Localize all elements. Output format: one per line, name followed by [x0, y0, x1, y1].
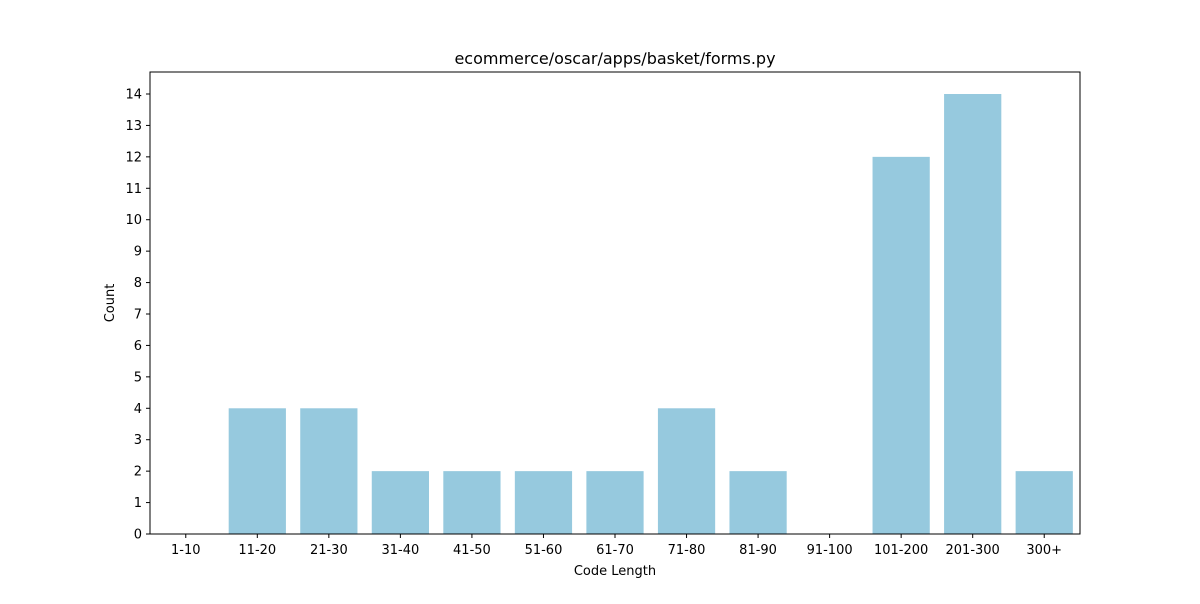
bar-61-70 [586, 471, 644, 534]
bar-51-60 [514, 471, 573, 534]
y-tick-label: 8 [134, 276, 142, 291]
x-tick-label: 201-300 [946, 543, 1000, 558]
y-tick-label: 4 [134, 402, 142, 417]
x-tick-label: 91-100 [807, 543, 853, 558]
y-tick-label: 7 [134, 308, 142, 323]
y-tick-label: 9 [134, 245, 142, 260]
x-tick-label: 21-30 [310, 543, 348, 558]
bar-41-50 [443, 471, 501, 534]
bar-201-300 [944, 94, 1002, 534]
x-tick-label: 81-90 [739, 543, 777, 558]
x-tick-label: 101-200 [874, 543, 928, 558]
y-tick-label: 14 [125, 88, 142, 103]
bar-11-20 [228, 408, 286, 534]
x-tick-label: 31-40 [381, 543, 419, 558]
x-axis-label: Code Length [574, 564, 656, 579]
x-tick-label: 300+ [1026, 543, 1062, 558]
y-tick-label: 1 [134, 496, 142, 511]
y-tick-label: 6 [134, 339, 142, 354]
y-axis-label: Count [103, 284, 118, 323]
x-tick-label: 71-80 [668, 543, 706, 558]
bar-31-40 [371, 471, 429, 534]
y-tick-label: 5 [134, 370, 142, 385]
y-tick-label: 12 [125, 150, 142, 165]
y-tick-label: 0 [134, 528, 142, 543]
chart-title: ecommerce/oscar/apps/basket/forms.py [454, 49, 775, 68]
y-tick-label: 11 [125, 182, 142, 197]
y-tick-label: 2 [134, 465, 142, 480]
bar-81-90 [729, 471, 787, 534]
y-tick-label: 13 [125, 119, 142, 134]
y-tick-label: 3 [134, 433, 142, 448]
bar-101-200 [872, 156, 930, 534]
x-tick-label: 61-70 [596, 543, 634, 558]
bars-layer [228, 94, 1073, 534]
x-tick-label: 11-20 [238, 543, 276, 558]
bar-21-30 [300, 408, 358, 534]
x-axis: 1-10 11-20 21-30 31-40 41-50 51-60 61-70 71-80 8… [171, 534, 1062, 558]
x-tick-label: 41-50 [453, 543, 491, 558]
x-tick-label: 51-60 [525, 543, 563, 558]
bar-300+ [1015, 471, 1073, 534]
x-tick-label: 1-10 [171, 543, 201, 558]
plot-frame [149, 71, 1081, 535]
bar-71-80 [657, 408, 716, 534]
y-tick-label: 10 [125, 213, 142, 228]
